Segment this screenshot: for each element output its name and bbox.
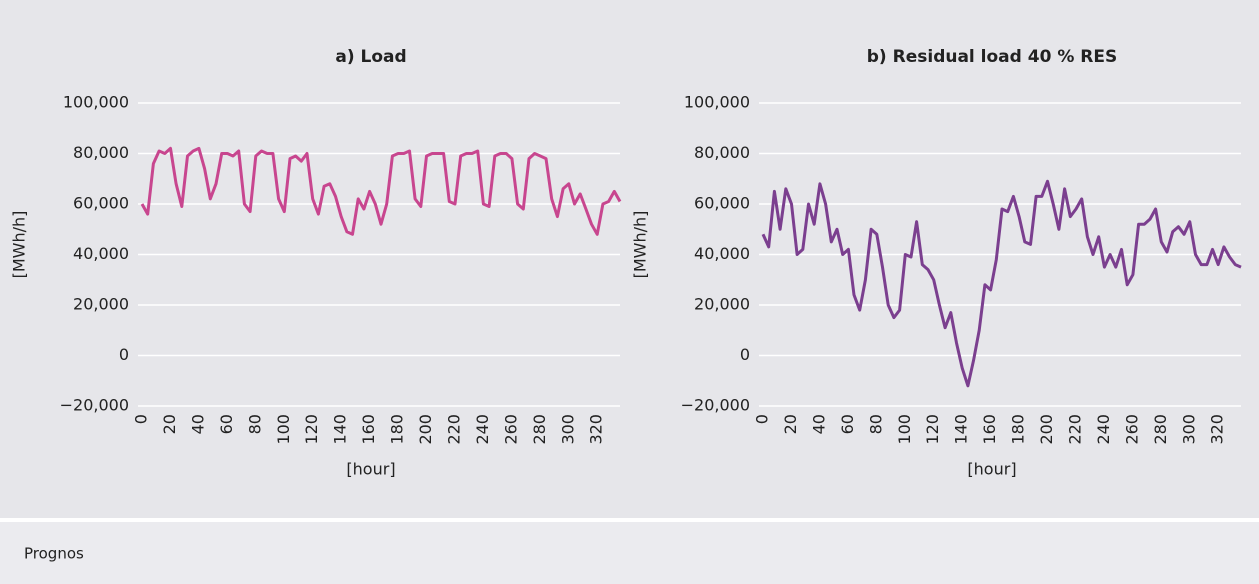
x-tick-label: 180 [1009, 414, 1028, 445]
y-tick-label: 0 [119, 345, 129, 364]
x-tick-label: 260 [1122, 414, 1141, 445]
chart-title: a) Load [335, 47, 406, 67]
x-tick-label: 240 [1094, 414, 1113, 445]
x-tick-label: 60 [838, 414, 857, 434]
x-tick-label: 280 [530, 414, 549, 445]
x-tick-label: 100 [895, 414, 914, 445]
x-tick-label: 140 [331, 414, 350, 445]
series-line [761, 179, 1242, 388]
x-tick-label: 280 [1151, 414, 1170, 445]
x-tick-label: 20 [160, 414, 179, 434]
source: Prognos [24, 545, 84, 563]
chart-panel [0, 0, 1259, 518]
y-tick-label: 40,000 [694, 244, 750, 263]
y-tick-label: 60,000 [73, 194, 129, 213]
y-tick-label: 20,000 [694, 295, 750, 314]
y-tick-label: 40,000 [73, 244, 129, 263]
x-tick-label: 40 [809, 414, 828, 434]
x-tick-label: 100 [274, 414, 293, 445]
x-tick-label: 320 [1208, 414, 1227, 445]
x-tick-label: 80 [866, 414, 885, 434]
y-tick-label: 100,000 [63, 93, 129, 112]
y-tick-label: 80,000 [73, 143, 129, 162]
x-axis-label: [hour] [967, 460, 1016, 479]
x-tick-label: 260 [501, 414, 520, 445]
x-tick-label: 160 [359, 414, 378, 445]
y-tick-label: −20,000 [681, 396, 750, 415]
y-axis-label: [MWh/h] [631, 211, 650, 279]
y-axis-label: [MWh/h] [10, 211, 29, 279]
x-tick-label: 160 [980, 414, 999, 445]
y-tick-label: 100,000 [684, 93, 750, 112]
x-tick-label: 140 [952, 414, 971, 445]
y-tick-label: 60,000 [694, 194, 750, 213]
y-tick-label: 20,000 [73, 295, 129, 314]
x-tick-label: 20 [781, 414, 800, 434]
x-tick-label: 300 [558, 414, 577, 445]
x-tick-label: 220 [1065, 414, 1084, 445]
x-tick-label: 40 [188, 414, 207, 434]
separator [0, 518, 1259, 522]
x-tick-label: 120 [923, 414, 942, 445]
chart-title: b) Residual load 40 % RES [867, 47, 1117, 67]
x-tick-label: 320 [587, 414, 606, 445]
x-tick-label: 60 [217, 414, 236, 434]
x-tick-label: 300 [1179, 414, 1198, 445]
x-tick-label: 80 [245, 414, 264, 434]
x-tick-label: 240 [473, 414, 492, 445]
x-axis-label: [hour] [346, 460, 395, 479]
x-tick-label: 120 [302, 414, 321, 445]
x-tick-label: 200 [416, 414, 435, 445]
y-tick-label: 80,000 [694, 143, 750, 162]
y-tick-label: −20,000 [60, 396, 129, 415]
series-line [140, 146, 622, 236]
x-tick-label: 200 [1037, 414, 1056, 445]
x-tick-label: 180 [388, 414, 407, 445]
y-tick-label: 0 [740, 345, 750, 364]
footer-panel [0, 522, 1259, 584]
x-tick-label: 0 [753, 414, 772, 424]
x-tick-label: 0 [132, 414, 151, 424]
x-tick-label: 220 [444, 414, 463, 445]
